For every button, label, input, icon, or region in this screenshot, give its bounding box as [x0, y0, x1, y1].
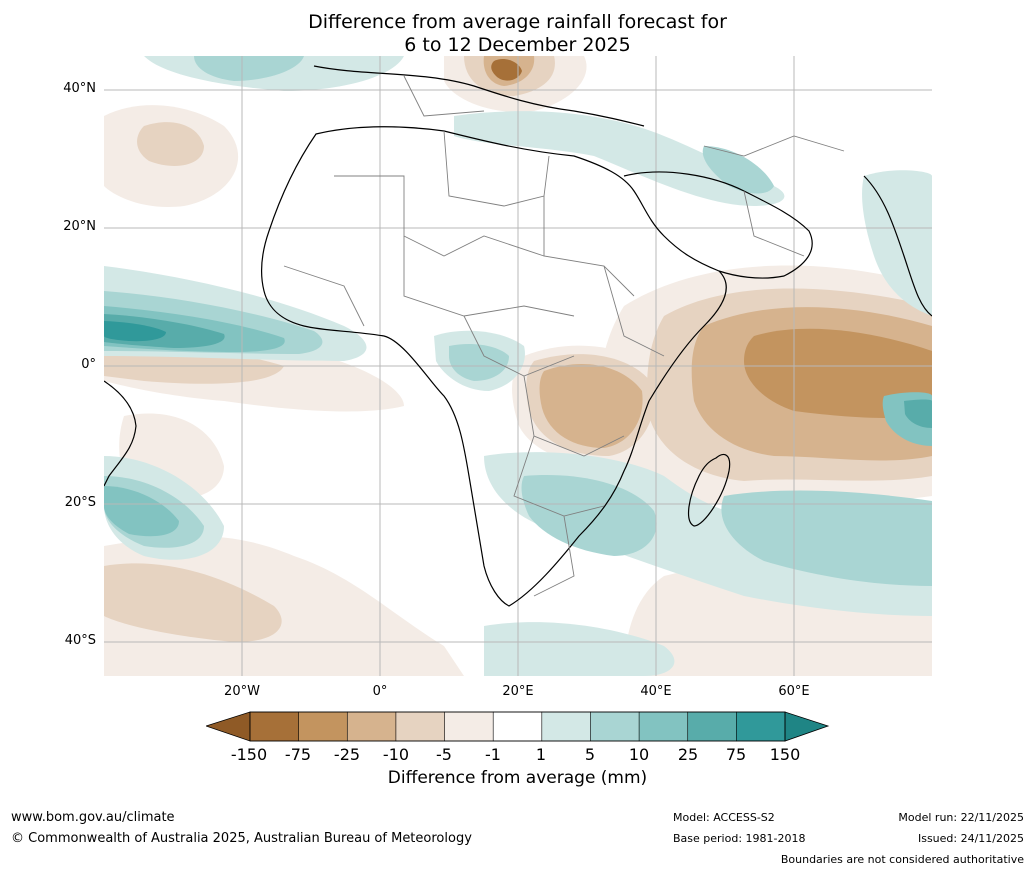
wet-field-light-southern-africa [521, 475, 657, 556]
colorbar [206, 711, 830, 742]
dry-field-mid-east-africa [539, 363, 643, 448]
coastline-africa [260, 126, 727, 607]
lat-label-20n: 20°N [63, 219, 96, 234]
colorbar-tick-2: -25 [333, 745, 361, 764]
colorbar-over-arrow [784, 711, 830, 742]
colorbar-tick-9: 25 [677, 745, 699, 764]
footer-copyright: © Commonwealth of Australia 2025, Austra… [11, 831, 472, 846]
colorbar-tick-0: -150 [230, 745, 268, 764]
footer-issued: Issued: 24/11/2025 [917, 832, 1024, 845]
dry-field-light-atlantic-n [137, 122, 204, 166]
coastline-madagascar [687, 453, 731, 527]
dry-field-core-mediterranean [491, 59, 522, 81]
wet-field-outer-arabian-sea [862, 170, 932, 316]
footer-model: Model: ACCESS-S2 [673, 811, 775, 824]
colorbar-segment-4 [444, 711, 494, 742]
wet-anomaly-fields [104, 56, 932, 676]
lat-label-20s: 20°S [64, 495, 96, 510]
lon-label-0: 0° [372, 684, 388, 699]
footer-model-run: Model run: 22/11/2025 [898, 811, 1024, 824]
colorbar-segment-10 [736, 711, 786, 742]
dry-field-outer-south-atlantic [104, 536, 464, 676]
map-svg [104, 56, 932, 676]
wet-field-mid-south-atlantic [104, 486, 179, 537]
colorbar-segment-1 [298, 711, 348, 742]
coastline-south-america-tip [104, 380, 137, 487]
colorbar-under-arrow [206, 711, 251, 742]
lon-label-40e: 40°E [640, 684, 672, 699]
dry-field-light-south-atlantic [104, 563, 282, 642]
colorbar-segment-5 [492, 711, 543, 742]
colorbar-frame [249, 711, 786, 742]
colorbar-tick-8: 10 [628, 745, 650, 764]
wet-field-light-central-africa [449, 344, 509, 381]
wet-field-outer-middle-east [454, 111, 785, 206]
colorbar-tick-10: 75 [725, 745, 747, 764]
footer-base-period: Base period: 1981-2018 [673, 832, 806, 845]
colorbar-segment-9 [687, 711, 737, 742]
colorbar-tick-6: 1 [535, 745, 547, 764]
lat-label-equator: 0° [81, 357, 96, 372]
footer-disclaimer: Boundaries are not considered authoritat… [780, 853, 1024, 866]
wet-field-light-gulf [702, 146, 774, 194]
coastlines [104, 65, 932, 607]
chart-title-line1: Difference from average rainfall forecas… [308, 11, 727, 33]
colorbar-segments [249, 711, 786, 742]
country-boundaries [283, 75, 845, 597]
coastline-europe [313, 65, 645, 127]
colorbar-segment-0 [249, 711, 300, 742]
colorbar-segment-6 [541, 711, 592, 742]
colorbar-tick-1: -75 [284, 745, 312, 764]
colorbar-label: Difference from average (mm) [387, 768, 648, 788]
colorbar-segment-2 [346, 711, 397, 742]
footer-website: www.bom.gov.au/climate [11, 810, 175, 825]
colorbar-segment-8 [638, 711, 689, 742]
wet-field-light-mozambique [721, 490, 932, 586]
graticule [104, 56, 932, 676]
lat-label-40n: 40°N [63, 81, 96, 96]
dry-anomaly-fields [104, 56, 932, 676]
rainfall-anomaly-map [104, 56, 932, 676]
lon-label-60e: 60°E [778, 684, 810, 699]
coastline-arabia [623, 171, 813, 279]
colorbar-tick-4: -5 [436, 745, 452, 764]
lon-label-20w: 20°W [224, 684, 260, 699]
lat-label-40s: 40°S [64, 633, 96, 648]
lon-label-20e: 20°E [502, 684, 534, 699]
coastline-india [863, 175, 932, 317]
wet-field-strong-indian [904, 399, 932, 428]
dry-field-core-indian [744, 328, 932, 419]
wet-field-core-atlantic [104, 321, 166, 342]
colorbar-segment-7 [590, 711, 640, 742]
wet-field-outer-south-ocean [484, 622, 675, 676]
chart-title-line2: 6 to 12 December 2025 [404, 34, 631, 56]
colorbar-segment-3 [395, 711, 446, 742]
colorbar-tick-7: 5 [584, 745, 596, 764]
wet-field-light-north [194, 56, 304, 81]
colorbar-tick-11: 150 [769, 745, 801, 764]
colorbar-tick-3: -10 [382, 745, 410, 764]
colorbar-tick-5: -1 [485, 745, 501, 764]
